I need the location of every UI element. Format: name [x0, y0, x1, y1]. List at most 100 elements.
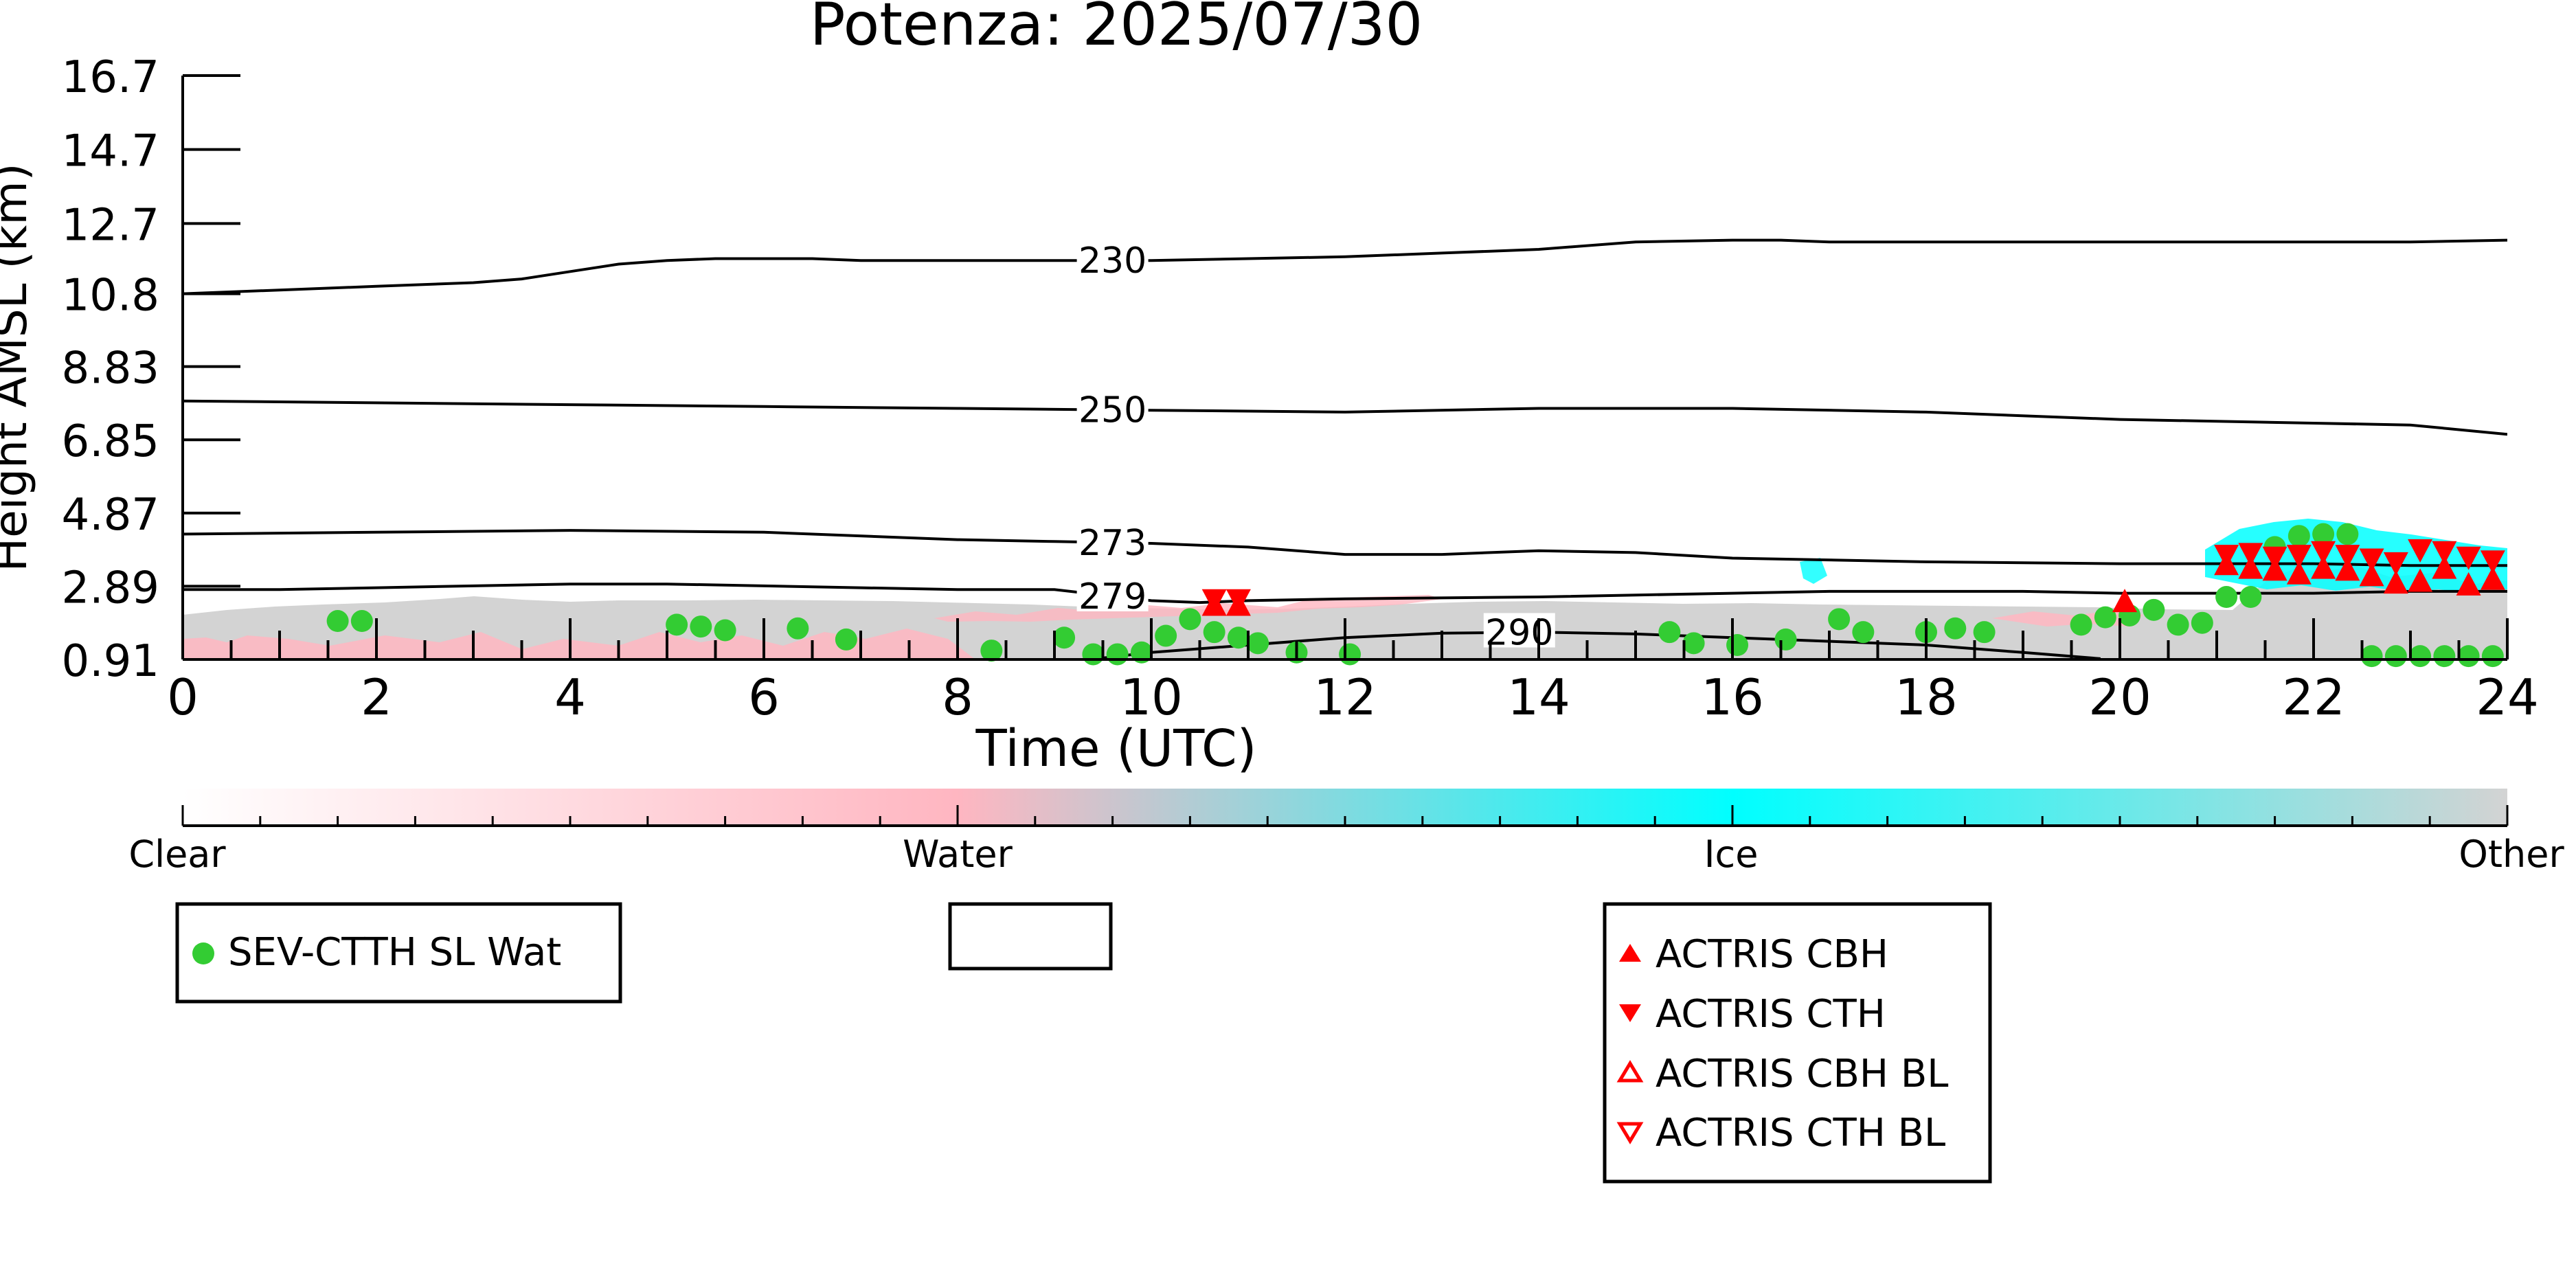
point-sev-ctth-sl-wat	[2287, 525, 2310, 547]
point-actris-cbh	[2432, 555, 2457, 579]
x-tick-label: 6	[748, 668, 780, 726]
y-tick-label: 8.83	[62, 343, 160, 394]
point-actris-cbh	[2359, 563, 2384, 587]
point-sev-ctth-sl-wat	[714, 619, 736, 642]
point-sev-ctth-sl-wat	[2143, 598, 2165, 621]
point-actris-cth	[2286, 545, 2312, 569]
point-sev-ctth-sl-wat	[350, 610, 373, 633]
point-actris-cth	[1201, 589, 1227, 613]
point-sev-ctth-sl-wat	[1179, 608, 1201, 631]
point-sev-ctth-sl-wat	[326, 610, 349, 633]
x-tick-label: 16	[1701, 668, 1764, 726]
y-tick-label: 10.8	[62, 271, 160, 321]
colorbar-label-ice: Ice	[1704, 833, 1759, 876]
chart-title: Potenza: 2025/07/30	[810, 0, 1423, 59]
point-sev-ctth-sl-wat	[1130, 641, 1153, 664]
point-sev-ctth-sl-wat	[690, 615, 712, 638]
point-sev-ctth-sl-wat	[1247, 632, 1269, 655]
point-sev-ctth-sl-wat	[835, 628, 857, 651]
x-tick-label: 22	[2282, 668, 2345, 726]
point-sev-ctth-sl-wat	[2433, 645, 2456, 668]
point-sev-ctth-sl-wat	[2070, 613, 2092, 636]
contour-line-250	[183, 399, 2507, 436]
x-tick-label: 20	[2088, 668, 2151, 726]
y-tick-label: 12.7	[62, 200, 160, 251]
point-actris-cth	[2262, 546, 2287, 570]
x-tick-label: 2	[361, 668, 392, 726]
point-actris-cbh	[2112, 589, 2138, 613]
point-sev-ctth-sl-wat	[1106, 643, 1129, 666]
x-tick-label: 18	[1895, 668, 1958, 726]
point-sev-ctth-sl-wat	[2409, 645, 2432, 668]
legend-middle	[948, 902, 1113, 971]
colorbar-label-other: Other	[2459, 833, 2564, 876]
point-actris-cth	[2214, 545, 2239, 569]
cloud-mask-water-upper	[934, 595, 1443, 622]
point-actris-cth	[2359, 548, 2384, 572]
y-ticks: 0.91 2.89 4.87 6.85 8.83 10.8 12.7 14.7 16.7	[62, 52, 240, 687]
point-actris-cbh	[2238, 555, 2263, 579]
contour-label-230: 230	[1078, 240, 1146, 282]
legend-satellite: SEV-CTTH SL Wat	[175, 902, 622, 1004]
temperature-contours	[183, 238, 2507, 659]
legend-label-actris-cbh: ACTRIS CBH	[1656, 932, 1888, 977]
legend-satellite-box	[175, 902, 622, 1004]
y-axis-label: Height AMSL (km)	[0, 163, 37, 572]
y-tick-label: 14.7	[62, 126, 160, 177]
point-actris-cth	[2432, 541, 2457, 565]
x-tick-label: 10	[1120, 668, 1183, 726]
point-sev-ctth-sl-wat	[2094, 606, 2116, 629]
legend-label-actris-cbh-bl: ACTRIS CBH BL	[1656, 1052, 1948, 1096]
point-actris-cbh	[2456, 572, 2481, 596]
point-sev-ctth-sl-wat	[1053, 626, 1076, 649]
x-tick-label: 8	[942, 668, 973, 726]
contour-line-273	[183, 529, 2507, 567]
point-sev-ctth-sl-wat	[2457, 645, 2480, 668]
point-sev-ctth-sl-wat	[1155, 624, 1177, 647]
point-sev-ctth-sl-wat	[2239, 586, 2262, 609]
x-tick-label: 4	[554, 668, 586, 726]
legend-actris: ACTRIS CBH ACTRIS CTH ACTRIS CBH BL ACTR…	[1603, 902, 1992, 1184]
point-sev-ctth-sl-wat	[1944, 617, 1967, 640]
point-sev-ctth-sl-wat	[1082, 643, 1105, 666]
x-tick-label: 12	[1313, 668, 1377, 726]
point-sev-ctth-sl-wat	[2312, 523, 2335, 545]
contour-label-273: 273	[1078, 523, 1146, 564]
legend-label-sev-ctth: SEV-CTTH SL Wat	[228, 930, 561, 975]
x-tick-label: 24	[2476, 668, 2539, 726]
point-actris-cbh	[2480, 566, 2505, 590]
contour-label-bg-290	[1483, 613, 1555, 648]
point-actris-cth	[2383, 552, 2408, 576]
point-sev-ctth-sl-wat	[2481, 645, 2504, 668]
point-sev-ctth-sl-wat	[1973, 621, 1996, 644]
contour-labels: 230 250 273 279 290	[1076, 240, 1555, 653]
y-tick-label: 6.85	[62, 416, 160, 467]
point-sev-ctth-sl-wat	[1227, 626, 1250, 649]
point-actris-cth	[2480, 550, 2505, 574]
x-ticks: 0 2 4 6 8 10 12 14 16 18 20 22 24	[167, 618, 2539, 726]
point-actris-cbh	[2286, 561, 2312, 585]
point-actris-cth	[2238, 543, 2263, 567]
point-sev-ctth-sl-wat	[666, 613, 688, 636]
point-sev-ctth-sl-wat	[2384, 645, 2407, 668]
point-sev-ctth-sl-wat	[1774, 628, 1797, 651]
contour-label-bg-279	[1076, 576, 1149, 611]
point-sev-ctth-sl-wat	[1203, 621, 1225, 644]
point-actris-cth	[1225, 589, 1251, 613]
point-actris-cbh	[2408, 568, 2433, 592]
point-sev-ctth-sl-wat	[1682, 632, 1705, 655]
contour-line-230	[183, 238, 2507, 295]
point-actris-cth	[2335, 545, 2360, 569]
point-actris-cth	[2408, 539, 2433, 563]
x-tick-label: 0	[167, 668, 199, 726]
point-sev-ctth-sl-wat	[2360, 645, 2383, 668]
point-sev-ctth-sl-wat	[1852, 621, 1875, 644]
y-tick-label: 4.87	[62, 490, 160, 541]
x-tick-label: 14	[1507, 668, 1570, 726]
contour-label-bg-250	[1076, 390, 1149, 425]
point-actris-cbh	[2311, 555, 2336, 579]
y-tick-label: 16.7	[62, 52, 160, 103]
contour-label-bg-230	[1076, 241, 1149, 276]
legend-middle-box	[948, 902, 1113, 971]
